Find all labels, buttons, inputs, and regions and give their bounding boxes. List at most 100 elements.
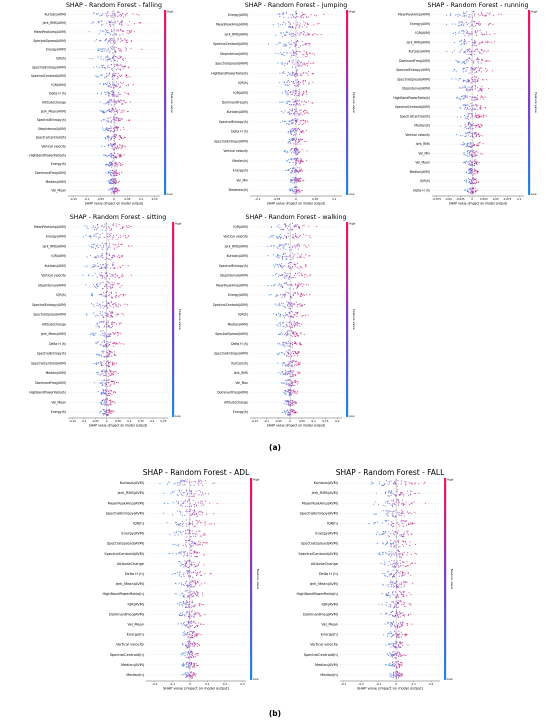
feature-label: Delta H (h) <box>413 188 430 192</box>
shap-dot <box>185 541 187 543</box>
shap-dot <box>291 322 293 324</box>
shap-dot <box>471 150 473 152</box>
shap-dot <box>283 71 285 73</box>
shap-dot <box>132 13 134 15</box>
shap-dot <box>293 151 295 153</box>
shap-dot <box>308 43 311 45</box>
shap-dot <box>280 32 282 34</box>
shap-dot <box>111 175 113 177</box>
shap-dot <box>294 113 296 115</box>
shap-dot <box>195 575 197 577</box>
x-tick-label: -0.1 <box>255 197 261 201</box>
shap-dot <box>288 229 290 231</box>
shap-dot <box>478 62 480 64</box>
shap-dot <box>468 57 471 59</box>
shap-dot <box>110 228 113 230</box>
shap-dot <box>106 305 108 307</box>
shap-dot <box>102 295 104 297</box>
shap-dot <box>474 86 476 88</box>
shap-dot <box>296 129 298 131</box>
shap-dot <box>105 59 107 61</box>
shap-dot <box>125 13 127 15</box>
shap-dot <box>93 305 95 308</box>
shap-dot <box>301 274 303 276</box>
shap-dot <box>107 414 109 416</box>
shap-dot <box>283 72 285 74</box>
shap-dot <box>468 35 470 37</box>
shap-dot <box>482 41 484 43</box>
shap-dot <box>472 69 474 71</box>
shap-dot <box>295 143 297 145</box>
shap-dot <box>464 118 466 120</box>
shap-dot <box>99 234 101 236</box>
shap-dot <box>109 86 111 88</box>
shap-dot <box>310 14 312 16</box>
shap-panel-1: SHAP - Random Forest - fallingKurtosis(A… <box>29 2 174 206</box>
shap-dot <box>290 375 292 377</box>
shap-dot <box>290 404 292 406</box>
shap-dot <box>470 171 472 173</box>
shap-dot <box>181 524 184 526</box>
shap-dot <box>108 81 110 83</box>
shap-dot <box>484 33 486 36</box>
shap-dot <box>114 343 116 345</box>
shap-dot <box>290 248 292 251</box>
shap-dot <box>292 34 294 36</box>
shap-dot <box>289 113 291 115</box>
shap-dot <box>486 69 488 71</box>
shap-dot <box>287 79 289 81</box>
shap-dot <box>293 172 295 174</box>
shap-dot <box>107 15 109 17</box>
shap-dot <box>288 81 291 83</box>
shap-dot <box>121 118 124 120</box>
shap-dot <box>278 276 280 278</box>
shap-dot <box>114 42 116 45</box>
shap-dot <box>282 45 284 47</box>
shap-dot <box>102 412 104 414</box>
shap-dot <box>284 282 286 284</box>
shap-dot <box>474 154 476 157</box>
shap-dot <box>98 256 100 258</box>
shap-dot <box>185 582 187 584</box>
shap-dot <box>121 275 123 277</box>
shap-dot <box>463 114 466 117</box>
shap-dot <box>300 162 302 164</box>
shap-dot <box>117 60 119 62</box>
shap-dot <box>298 363 300 365</box>
shap-dot <box>113 341 115 343</box>
feature-label: Median(h) <box>414 124 430 128</box>
shap-dot <box>281 228 283 230</box>
shap-dot <box>106 291 108 293</box>
shap-dot <box>480 125 482 127</box>
shap-dot <box>126 226 128 228</box>
shap-dot <box>304 140 306 142</box>
shap-dot <box>286 379 288 381</box>
shap-dot <box>467 142 469 145</box>
shap-dot <box>288 414 290 416</box>
shap-dot <box>121 23 123 25</box>
shap-dot <box>120 234 122 236</box>
shap-dot <box>103 292 105 294</box>
shap-dot <box>105 39 107 41</box>
shap-dot <box>289 142 291 144</box>
shap-dot <box>289 254 291 256</box>
shap-dot <box>106 275 108 277</box>
shap-dot <box>288 265 290 267</box>
shap-dot <box>115 323 117 325</box>
shap-dot <box>122 314 124 316</box>
shap-dot <box>114 156 116 158</box>
shap-dot <box>292 258 294 260</box>
shap-dot <box>91 332 93 334</box>
shap-dot <box>197 581 199 583</box>
shap-dot <box>110 373 112 375</box>
shap-dot <box>296 178 298 180</box>
shap-dot <box>282 302 284 304</box>
shap-dot <box>297 143 299 145</box>
shap-dot <box>173 483 175 485</box>
shap-dot <box>125 234 127 236</box>
shap-dot <box>102 129 105 131</box>
shap-dot <box>103 375 105 377</box>
shap-dot <box>112 95 114 97</box>
shap-dot <box>296 102 298 104</box>
shap-dot <box>106 312 108 314</box>
